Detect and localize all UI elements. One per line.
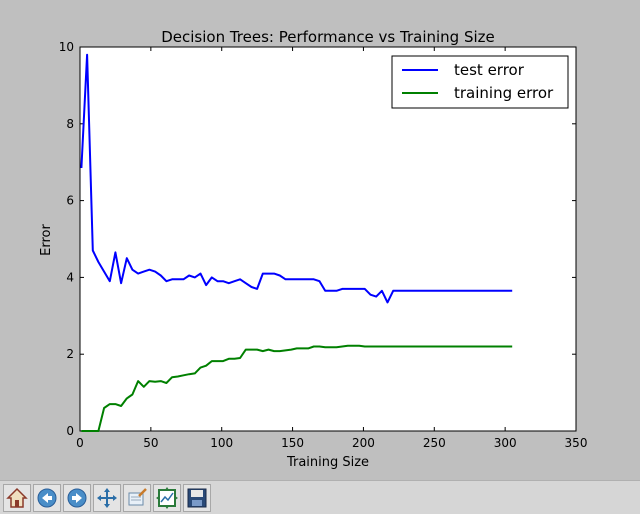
zoom-button[interactable] <box>123 483 151 512</box>
legend-label: training error <box>454 84 554 102</box>
x-tick-label: 0 <box>76 436 84 450</box>
x-tick-label: 100 <box>210 436 233 450</box>
chart-title: Decision Trees: Performance vs Training … <box>161 28 495 46</box>
legend-label: test error <box>454 61 525 79</box>
y-tick-label: 8 <box>66 117 74 131</box>
y-axis-label: Error <box>39 224 54 256</box>
forward-button[interactable] <box>63 483 91 512</box>
home-button[interactable] <box>3 483 31 512</box>
plot-area <box>79 46 577 432</box>
pan-button[interactable] <box>93 483 121 512</box>
x-tick-label: 200 <box>352 436 375 450</box>
figure: Decision Trees: Performance vs Training … <box>39 28 588 470</box>
series-line-training-error <box>81 344 513 432</box>
zoom-rect-icon <box>128 487 147 505</box>
x-tick-label: 250 <box>423 436 446 450</box>
x-tick-label: 300 <box>494 436 517 450</box>
home-icon <box>6 487 28 508</box>
subplots-config-icon <box>156 486 178 509</box>
toolbar <box>0 480 640 514</box>
y-tick-label: 4 <box>66 270 74 284</box>
legend-box <box>391 55 569 109</box>
series-lines <box>80 53 513 432</box>
y-tick-label: 6 <box>66 194 74 208</box>
x-tick-label: 50 <box>143 436 158 450</box>
y-tick-label: 2 <box>66 347 74 361</box>
back-button[interactable] <box>33 483 61 512</box>
save-button[interactable] <box>183 483 211 512</box>
x-tick-label: 150 <box>281 436 304 450</box>
y-tick-label: 10 <box>59 40 74 54</box>
back-arrow-icon <box>37 488 57 507</box>
x-axis-label: Training Size <box>286 455 369 470</box>
save-floppy-icon <box>187 488 207 507</box>
series-line-test-error <box>80 53 513 304</box>
x-tick-label: 350 <box>565 436 588 450</box>
legend: test error training error <box>391 55 569 109</box>
forward-arrow-icon <box>67 488 87 507</box>
y-tick-label: 0 <box>66 424 74 438</box>
axis-ticks: 0 50 100 150 200 250 300 350 0 2 4 6 8 10 <box>59 40 588 450</box>
pan-arrows-icon <box>97 487 117 508</box>
subplots-button[interactable] <box>153 483 181 512</box>
